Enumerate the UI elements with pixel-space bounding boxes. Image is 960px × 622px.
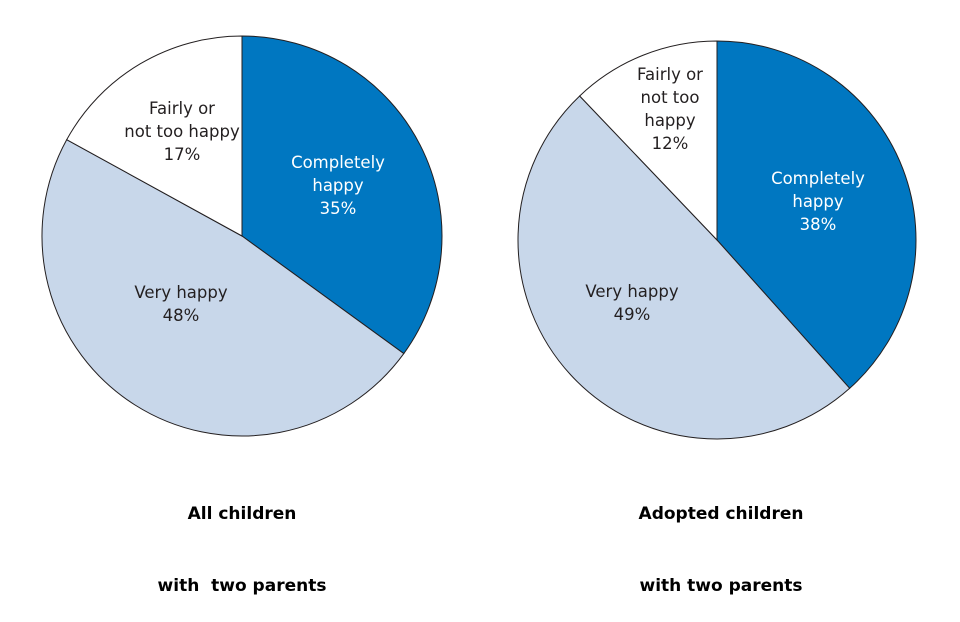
slice-label: Very happy 48%	[134, 283, 227, 325]
slice-label: Fairly or not too happy 12%	[637, 65, 703, 153]
chart-title-all-children: All children with two parents	[92, 454, 392, 622]
pie-slice	[241, 35, 443, 355]
pie-charts: Completely happy 35% Very happy 48% Fairly or…	[41, 35, 917, 440]
slice-category-label: happy	[792, 192, 844, 211]
slice-value-label: 48%	[163, 306, 200, 325]
slice-category-label: Completely	[771, 169, 865, 188]
slice-value-label: 38%	[800, 215, 837, 234]
slice-category-label: not too happy	[124, 122, 240, 141]
slice-label: Very happy 49%	[585, 282, 678, 324]
slice-category-label: Very happy	[585, 282, 678, 301]
slice-value-label: 35%	[320, 199, 357, 218]
title-line: All children	[187, 504, 297, 524]
title-line: with two parents	[157, 576, 327, 596]
pie-slice	[716, 40, 917, 390]
slice-category-label: happy	[644, 111, 696, 130]
slice-category-label: Fairly or	[637, 65, 703, 84]
pie-slice	[517, 95, 851, 440]
slice-category-label: Completely	[291, 153, 385, 172]
slice-label: Fairly or not too happy 17%	[124, 99, 240, 164]
slice-category-label: happy	[312, 176, 364, 195]
slice-category-label: Very happy	[134, 283, 227, 302]
slice-label: Completely happy 35%	[291, 153, 385, 218]
slice-category-label: Fairly or	[149, 99, 215, 118]
slice-value-label: 12%	[652, 134, 689, 153]
slice-label: Completely happy 38%	[771, 169, 865, 234]
title-line: with two parents	[639, 576, 803, 596]
title-line: Adopted children	[638, 504, 804, 524]
chart-title-adopted-children: Adopted children with two parents	[571, 454, 871, 622]
slice-category-label: not too	[641, 88, 700, 107]
slice-value-label: 17%	[164, 145, 201, 164]
pie-slice	[578, 40, 718, 242]
slice-value-label: 49%	[614, 305, 651, 324]
pie-slice	[66, 35, 243, 237]
pie-slice	[41, 138, 405, 437]
